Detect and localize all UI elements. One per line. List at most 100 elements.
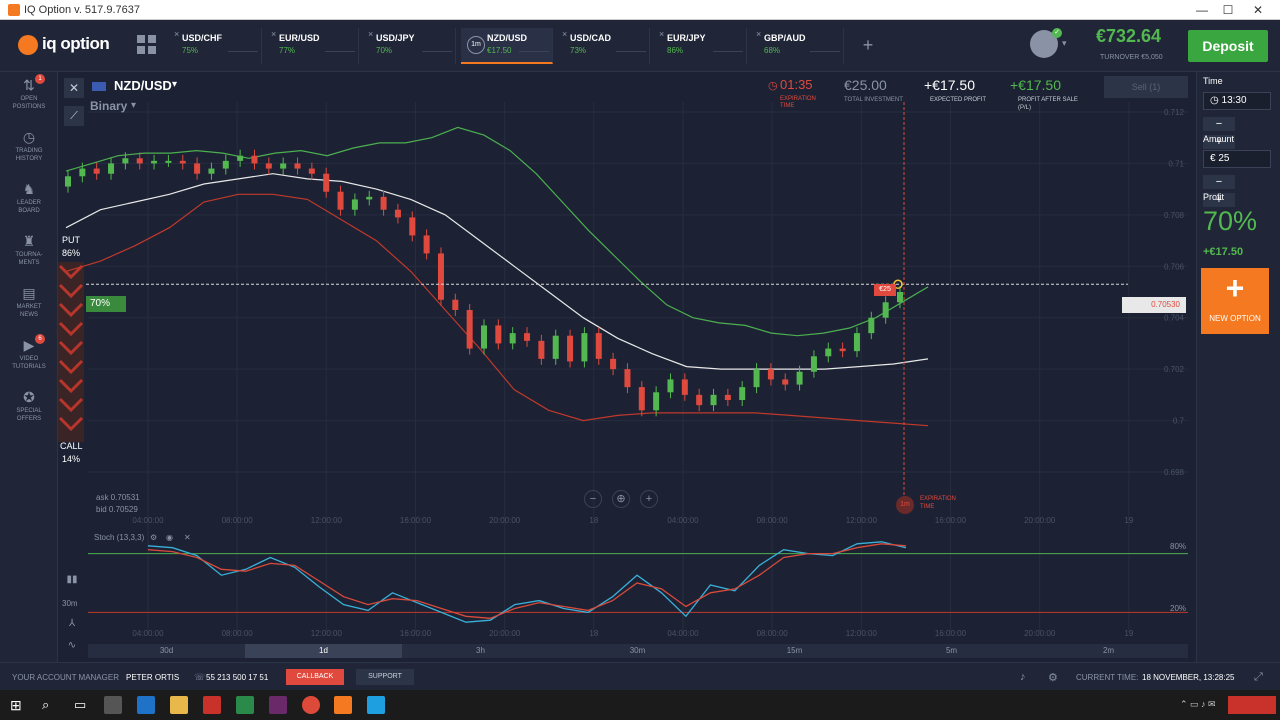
price-chart[interactable]: 04:00:00 04:00:00 08:00:00 08:00:00 12:00:00… <box>58 72 1196 662</box>
sidebar-item-offers[interactable]: ✪ SPECIAL OFFERS <box>0 390 58 423</box>
sell-button[interactable]: Sell (1) <box>1104 76 1188 98</box>
time-plus-button[interactable]: + <box>1203 135 1235 149</box>
grid-menu-icon[interactable] <box>137 35 157 55</box>
zoom-out-button[interactable]: − <box>584 490 602 508</box>
add-asset-button[interactable]: + <box>862 35 874 55</box>
callback-label: CALLBACK <box>296 673 334 680</box>
close-tab-icon[interactable]: × <box>174 29 180 39</box>
clock-small-icon: ◷ <box>1210 95 1222 106</box>
time-range-3h[interactable]: 3h <box>476 646 485 655</box>
minimize-button[interactable]: — <box>1196 3 1208 17</box>
gear-icon[interactable]: ⚙ <box>150 533 158 542</box>
windows-start-icon[interactable]: ⊞ <box>10 697 22 713</box>
media-app-icon[interactable] <box>203 696 221 714</box>
brand-logo[interactable]: iq option <box>18 34 110 55</box>
sidebar-item-news[interactable]: ▤ MARKET NEWS <box>0 286 58 319</box>
close-tab-icon[interactable]: × <box>756 29 762 39</box>
bet-badge: €25 <box>874 284 896 296</box>
time-range-5m[interactable]: 5m <box>945 646 958 655</box>
settings-icon[interactable]: ⚙ <box>1048 672 1058 684</box>
candle-interval[interactable]: 30m <box>62 599 78 608</box>
candle-body <box>724 394 731 400</box>
put-chevron-icon <box>58 321 84 337</box>
asset-tab-usd-chf[interactable]: × USD/CHF 75% <box>170 28 262 64</box>
candle-body <box>265 163 272 169</box>
close-tab-icon[interactable]: × <box>562 29 568 39</box>
chevron-down-icon[interactable]: ▾ <box>1062 38 1067 48</box>
indicators-icon[interactable]: ∿ <box>67 640 77 651</box>
recenter-button[interactable]: ⊕ <box>612 490 630 508</box>
stoch-x-tick-label: 12:00:00 <box>311 629 343 638</box>
chrome-icon[interactable] <box>302 696 320 714</box>
chart-type-icon[interactable]: ▮▮ <box>66 574 78 585</box>
fullscreen-icon[interactable]: ⤢ <box>1254 671 1263 683</box>
video-editor-icon[interactable] <box>269 696 287 714</box>
sidebar-label: OPEN <box>20 96 38 102</box>
asset-tab-eur-jpy[interactable]: × EUR/JPY 86% <box>655 28 747 64</box>
window-title: IQ Option v. 517.9.7637 <box>24 4 140 16</box>
time-range-15m[interactable]: 15m <box>786 646 803 655</box>
new-option-button[interactable]: + NEW OPTION <box>1201 268 1269 334</box>
asset-tab-nzd-usd[interactable]: 1m NZD/USD €17.50 <box>461 28 553 64</box>
task-view-icon[interactable]: ▭ <box>74 697 87 712</box>
maximize-button[interactable]: ☐ <box>1222 3 1234 17</box>
x-tick-label: 04:00:00 <box>667 516 699 525</box>
option-mode[interactable]: Binary <box>90 99 128 113</box>
time-range-30m[interactable]: 30m <box>629 646 646 655</box>
asset-tab-usd-jpy[interactable]: × USD/JPY 70% <box>364 28 456 64</box>
sidebar-item-board[interactable]: ♞ LEADER BOARD <box>0 182 58 215</box>
asset-tab-gbp-aud[interactable]: × GBP/AUD 68% <box>752 28 844 64</box>
chart-area[interactable]: 04:00:00 04:00:00 08:00:00 08:00:00 12:00:00… <box>58 72 1196 662</box>
edge-browser-icon[interactable] <box>137 696 155 714</box>
sidebar-item-tutorials[interactable]: ▶ 6 VIDEO TUTORIALS <box>0 334 58 371</box>
mode-dropdown-icon[interactable]: ▾ <box>131 100 137 111</box>
asset-dropdown-icon[interactable]: ▾ <box>172 79 178 90</box>
sidebar-item-ments[interactable]: ♜ TOURNA- MENTS <box>0 234 58 267</box>
stoch-x-tick-label: 04:00:00 <box>132 629 164 638</box>
stoch-x-tick-label: 20:00:00 <box>489 629 521 638</box>
sidebar-icon: ◷ <box>22 129 36 145</box>
balance-amount[interactable]: €732.64 <box>1096 26 1162 46</box>
asset-tab-eur-usd[interactable]: × EUR/USD 77% <box>267 28 359 64</box>
screenpresso-icon[interactable] <box>1228 696 1276 714</box>
iq-option-taskbar-icon[interactable] <box>334 696 352 714</box>
draw-tool-icon[interactable]: ⟋ <box>64 106 84 126</box>
eye-icon[interactable]: ◉ <box>166 533 173 542</box>
amount-plus-button[interactable]: + <box>1203 193 1235 207</box>
skype-icon[interactable] <box>367 696 385 714</box>
candle-body <box>122 158 129 164</box>
search-icon[interactable]: ⌕ <box>42 697 50 712</box>
time-range-2m[interactable]: 2m <box>1102 646 1115 655</box>
store-icon[interactable] <box>104 696 122 714</box>
close-chart-icon[interactable]: ✕ <box>64 78 84 98</box>
system-tray-icons[interactable]: ⌃ ▭ ♪ ✉ <box>1180 699 1216 709</box>
sidebar-item-positions[interactable]: ⇅ 1 OPEN POSITIONS <box>0 74 58 111</box>
excel-icon[interactable] <box>236 696 254 714</box>
volume-icon[interactable]: ♪ <box>1020 671 1026 683</box>
asset-tab-usd-cad[interactable]: × USD/CAD 73% <box>558 28 650 64</box>
file-explorer-icon[interactable] <box>170 696 188 714</box>
time-minus-button[interactable]: − <box>1203 117 1235 131</box>
notification-badge: 6 <box>35 334 45 344</box>
notification-badge: 1 <box>35 74 45 84</box>
sidebar-item-history[interactable]: ◷ TRADING HISTORY <box>0 130 58 163</box>
amount-minus-button[interactable]: − <box>1203 175 1235 189</box>
phone-number[interactable]: 55 213 500 17 51 <box>206 673 269 682</box>
amount-field[interactable]: € 25 <box>1203 150 1271 168</box>
tools-icon[interactable]: ⅄ <box>68 618 76 629</box>
deposit-button[interactable]: Deposit <box>1188 30 1268 62</box>
close-tab-icon[interactable]: × <box>368 29 374 39</box>
close-tab-icon[interactable]: × <box>271 29 277 39</box>
chart-asset-name[interactable]: NZD/USD <box>114 78 172 93</box>
time-field[interactable]: ◷ 13:30 <box>1203 92 1271 110</box>
asset-tab-name: USD/JPY <box>376 33 415 43</box>
zoom-in-button[interactable]: + <box>640 490 658 508</box>
support-button[interactable]: SUPPORT <box>356 669 414 685</box>
callback-button[interactable]: CALLBACK <box>286 669 344 685</box>
sidebar-label: SPECIAL <box>16 408 42 414</box>
remove-indicator-icon[interactable]: ✕ <box>184 533 191 542</box>
close-window-button[interactable]: ✕ <box>1252 3 1264 17</box>
close-tab-icon[interactable]: × <box>659 29 665 39</box>
time-range-30d[interactable]: 30d <box>159 646 174 655</box>
time-range-1d[interactable]: 1d <box>245 644 402 658</box>
